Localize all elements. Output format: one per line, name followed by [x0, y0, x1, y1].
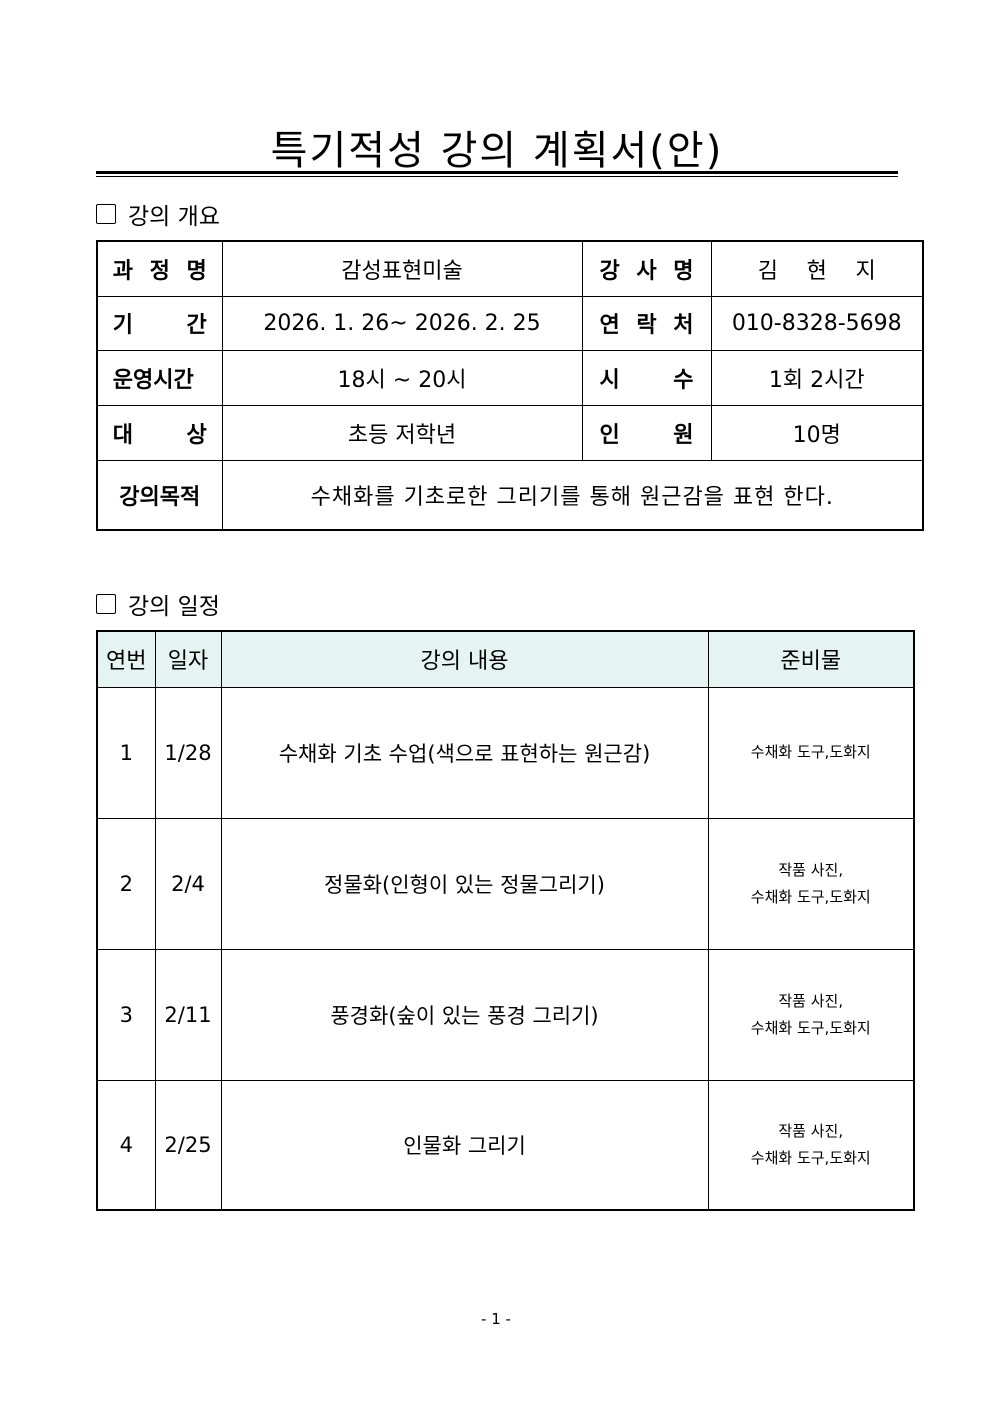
materials-line: 수채화 도구,도화지	[750, 887, 871, 906]
materials-line: 수채화 도구,도화지	[750, 1148, 871, 1167]
table-row: 2 2/4 정물화(인형이 있는 정물그리기) 작품 사진, 수채화 도구,도화지	[96, 817, 915, 950]
column-header: 일자	[154, 630, 222, 688]
row-date: 1/28	[154, 686, 222, 819]
table-row: 4 2/25 인물화 그리기 작품 사진, 수채화 도구,도화지	[96, 1079, 915, 1211]
row-content: 인물화 그리기	[220, 1079, 709, 1211]
schedule-table: 연번 일자 강의 내용 준비물 1 1/28 수채화 기초 수업(색으로 표현하…	[96, 630, 915, 1211]
key-label: 강 사 명	[599, 258, 694, 284]
title-double-rule	[96, 171, 898, 177]
row-content: 풍경화(숲이 있는 풍경 그리기)	[220, 948, 709, 1081]
document-title: 특기적성 강의 계획서(안)	[270, 128, 724, 174]
row-materials: 작품 사진, 수채화 도구,도화지	[707, 1079, 915, 1211]
key-label: 과 정 명	[112, 258, 207, 284]
key-label: 강의목적	[96, 459, 223, 531]
overview-row: 과 정 명 감성표현미술 강 사 명 김 현 지	[96, 240, 924, 297]
row-date: 2/25	[154, 1079, 222, 1211]
row-content: 수채화 기초 수업(색으로 표현하는 원근감)	[220, 686, 709, 819]
value-cell: 010-8328-5698	[710, 295, 924, 351]
row-materials: 수채화 도구,도화지	[707, 686, 915, 819]
column-header: 연번	[96, 630, 156, 688]
row-materials: 작품 사진, 수채화 도구,도화지	[707, 948, 915, 1081]
value-cell: 초등 저학년	[221, 404, 583, 461]
key-label: 인 원	[599, 422, 694, 448]
materials-line: 작품 사진,	[778, 991, 844, 1010]
overview-row-purpose: 강의목적 수채화를 기초로한 그리기를 통해 원근감을 표현 한다.	[96, 459, 924, 531]
schedule-header-row: 연번 일자 강의 내용 준비물	[96, 630, 915, 688]
section-heading-overview: 강의 개요	[96, 197, 220, 231]
value-cell: 김 현 지	[757, 258, 876, 284]
row-date: 2/11	[154, 948, 222, 1081]
purpose-cell: 수채화를 기초로한 그리기를 통해 원근감을 표현 한다.	[221, 459, 924, 531]
row-content: 정물화(인형이 있는 정물그리기)	[220, 817, 709, 950]
key-label: 운영시간	[112, 367, 194, 393]
table-row: 1 1/28 수채화 기초 수업(색으로 표현하는 원근감) 수채화 도구,도화…	[96, 686, 915, 819]
overview-row: 대 상 초등 저학년 인 원 10명	[96, 404, 924, 461]
table-row: 3 2/11 풍경화(숲이 있는 풍경 그리기) 작품 사진, 수채화 도구,도화…	[96, 948, 915, 1081]
key-label: 연 락 처	[599, 313, 694, 338]
row-number: 4	[96, 1079, 156, 1211]
overview-table: 과 정 명 감성표현미술 강 사 명 김 현 지 기 간 2026. 1. 26…	[96, 240, 924, 531]
row-materials: 작품 사진, 수채화 도구,도화지	[707, 817, 915, 950]
checkbox-square-icon	[96, 594, 116, 614]
row-number: 2	[96, 817, 156, 950]
value-cell: 2026. 1. 26~ 2026. 2. 25	[221, 295, 583, 351]
column-header: 준비물	[707, 630, 915, 688]
materials-line: 수채화 도구,도화지	[750, 743, 871, 761]
page-number: - 1 -	[481, 1310, 511, 1328]
checkbox-square-icon	[96, 204, 116, 224]
row-number: 1	[96, 686, 156, 819]
key-label: 기 간	[112, 313, 207, 338]
section-title: 강의 일정	[128, 594, 220, 620]
column-header: 강의 내용	[220, 630, 709, 688]
section-heading-schedule: 강의 일정	[96, 587, 220, 621]
value-cell: 1회 2시간	[710, 349, 924, 406]
value-cell: 감성표현미술	[221, 240, 583, 297]
overview-row: 운영시간 18시 ~ 20시 시 수 1회 2시간	[96, 349, 924, 406]
row-number: 3	[96, 948, 156, 1081]
key-label: 대 상	[112, 422, 207, 448]
key-label: 시 수	[599, 367, 694, 393]
materials-line: 작품 사진,	[778, 1121, 844, 1140]
materials-line: 작품 사진,	[778, 860, 844, 879]
row-date: 2/4	[154, 817, 222, 950]
value-cell: 18시 ~ 20시	[221, 349, 583, 406]
materials-line: 수채화 도구,도화지	[750, 1018, 871, 1037]
overview-row: 기 간 2026. 1. 26~ 2026. 2. 25 연 락 처 010-8…	[96, 295, 924, 351]
value-cell: 10명	[710, 404, 924, 461]
section-title: 강의 개요	[128, 204, 220, 230]
